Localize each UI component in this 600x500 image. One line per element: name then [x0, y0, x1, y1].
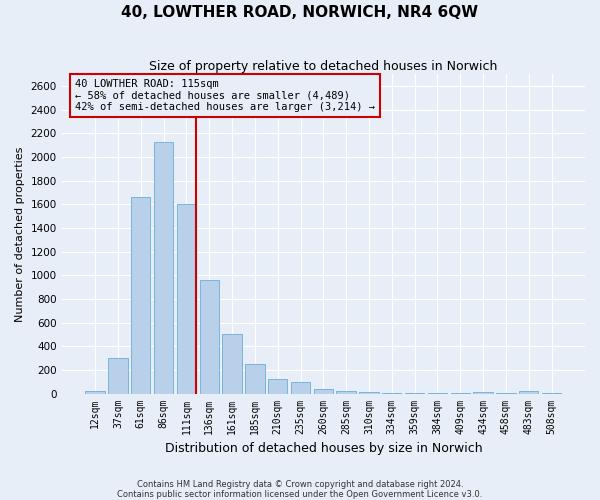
X-axis label: Distribution of detached houses by size in Norwich: Distribution of detached houses by size …	[164, 442, 482, 455]
Bar	[200, 280, 219, 394]
Bar	[291, 382, 310, 394]
Bar	[223, 334, 242, 394]
Bar	[359, 392, 379, 394]
Bar	[268, 380, 287, 394]
Bar	[519, 391, 538, 394]
Bar	[245, 364, 265, 394]
Bar	[108, 358, 128, 394]
Bar	[314, 388, 333, 394]
Text: 40 LOWTHER ROAD: 115sqm
← 58% of detached houses are smaller (4,489)
42% of semi: 40 LOWTHER ROAD: 115sqm ← 58% of detache…	[75, 79, 375, 112]
Bar	[382, 393, 401, 394]
Y-axis label: Number of detached properties: Number of detached properties	[15, 146, 25, 322]
Bar	[154, 142, 173, 394]
Bar	[85, 391, 105, 394]
Text: 40, LOWTHER ROAD, NORWICH, NR4 6QW: 40, LOWTHER ROAD, NORWICH, NR4 6QW	[121, 5, 479, 20]
Bar	[131, 197, 151, 394]
Bar	[177, 204, 196, 394]
Bar	[337, 392, 356, 394]
Text: Contains HM Land Registry data © Crown copyright and database right 2024.
Contai: Contains HM Land Registry data © Crown c…	[118, 480, 482, 499]
Bar	[473, 392, 493, 394]
Title: Size of property relative to detached houses in Norwich: Size of property relative to detached ho…	[149, 60, 497, 73]
